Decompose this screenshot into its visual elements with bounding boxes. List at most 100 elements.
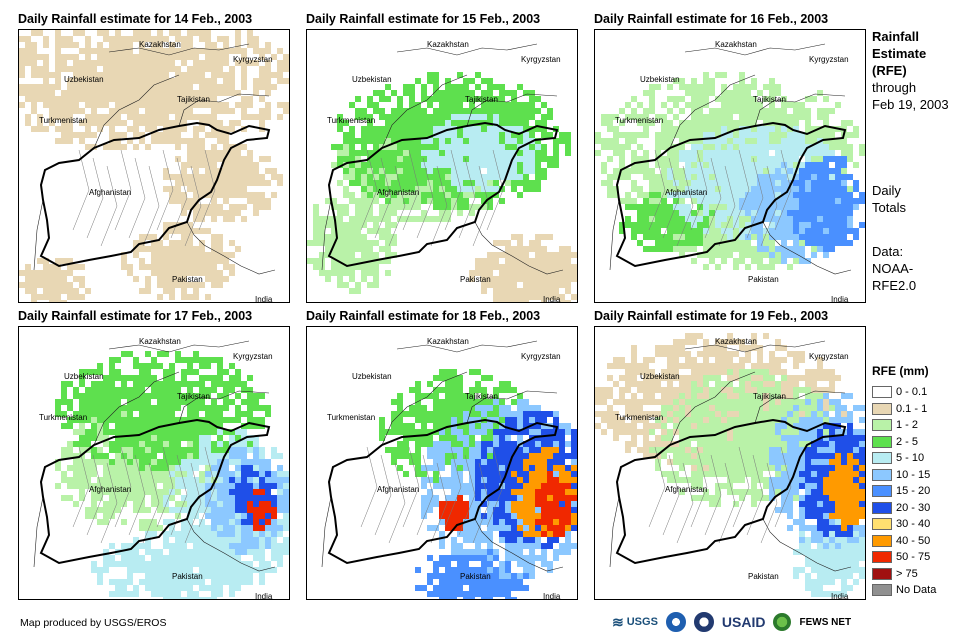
rainfall-cell — [415, 435, 421, 441]
rainfall-cell — [133, 423, 139, 429]
rainfall-cell — [169, 54, 175, 60]
rainfall-cell — [667, 84, 673, 90]
panel-16-feb: Daily Rainfall estimate for 16 Feb., 200… — [594, 12, 866, 304]
rainfall-cell — [127, 270, 133, 276]
rainfall-cell — [235, 90, 241, 96]
rainfall-cell — [679, 192, 685, 198]
rainfall-cell — [127, 471, 133, 477]
rainfall-cell — [79, 459, 85, 465]
rainfall-cell — [493, 276, 499, 282]
rainfall-cell — [241, 483, 247, 489]
rainfall-cell — [163, 288, 169, 294]
rainfall-cell — [151, 114, 157, 120]
rainfall-cell — [79, 60, 85, 66]
rainfall-cell — [49, 294, 55, 300]
rainfall-cell — [445, 90, 451, 96]
rainfall-cell — [421, 483, 427, 489]
rainfall-cell — [445, 591, 451, 597]
rainfall-cell — [55, 78, 61, 84]
rainfall-cell — [733, 204, 739, 210]
rainfall-cell — [559, 138, 565, 144]
rainfall-cell — [187, 246, 193, 252]
rainfall-cell — [475, 567, 481, 573]
rainfall-cell — [181, 585, 187, 591]
rainfall-cell — [37, 84, 43, 90]
country-label-kazakhstan: Kazakhstan — [427, 337, 469, 346]
rainfall-cell — [433, 186, 439, 192]
rainfall-cell — [475, 573, 481, 579]
rainfall-cell — [163, 507, 169, 513]
rainfall-cell — [193, 573, 199, 579]
rainfall-cell — [481, 132, 487, 138]
rainfall-cell — [139, 48, 145, 54]
rainfall-cell — [817, 174, 823, 180]
rainfall-cell — [565, 465, 571, 471]
rainfall-cell — [781, 174, 787, 180]
rainfall-cell — [97, 483, 103, 489]
rainfall-cell — [205, 549, 211, 555]
rainfall-cell — [187, 549, 193, 555]
rainfall-cell — [163, 78, 169, 84]
rainfall-cell — [505, 120, 511, 126]
rainfall-cell — [499, 96, 505, 102]
rainfall-cell — [523, 120, 529, 126]
rainfall-cell — [385, 198, 391, 204]
rainfall-cell — [181, 54, 187, 60]
rainfall-cell — [133, 507, 139, 513]
rainfall-cell — [421, 495, 427, 501]
rainfall-cell — [385, 240, 391, 246]
rainfall-cell — [439, 591, 445, 597]
rainfall-cell — [535, 477, 541, 483]
rainfall-cell — [169, 96, 175, 102]
rainfall-cell — [73, 72, 79, 78]
rainfall-cell — [487, 573, 493, 579]
rainfall-cell — [529, 114, 535, 120]
rainfall-cell — [169, 369, 175, 375]
rainfall-cell — [403, 192, 409, 198]
rainfall-cell — [619, 357, 625, 363]
rainfall-cell — [835, 102, 841, 108]
rainfall-cell — [61, 453, 67, 459]
rainfall-cell — [421, 405, 427, 411]
province-border — [486, 149, 504, 231]
rainfall-cell — [709, 192, 715, 198]
rainfall-cell — [733, 228, 739, 234]
rainfall-cell — [409, 84, 415, 90]
rainfall-cell — [541, 453, 547, 459]
rainfall-cell — [253, 471, 259, 477]
rainfall-cell — [739, 96, 745, 102]
rainfall-cell — [367, 150, 373, 156]
rainfall-cell — [427, 411, 433, 417]
rainfall-cell — [193, 228, 199, 234]
rainfall-cell — [193, 288, 199, 294]
rainfall-cell — [505, 180, 511, 186]
rainfall-cell — [247, 519, 253, 525]
rainfall-cell — [391, 114, 397, 120]
rainfall-cell — [463, 162, 469, 168]
rainfall-cell — [745, 150, 751, 156]
rainfall-cell — [217, 234, 223, 240]
rainfall-cell — [457, 156, 463, 162]
rainfall-cell — [751, 192, 757, 198]
rainfall-cell — [463, 126, 469, 132]
rainfall-cell — [343, 210, 349, 216]
rainfall-cell — [415, 453, 421, 459]
rainfall-cell — [139, 264, 145, 270]
rainfall-cell — [121, 132, 127, 138]
rainfall-cell — [787, 234, 793, 240]
rainfall-cell — [715, 204, 721, 210]
rainfall-cell — [469, 567, 475, 573]
rainfall-cell — [463, 204, 469, 210]
rainfall-cell — [181, 84, 187, 90]
rainfall-cell — [781, 180, 787, 186]
country-label-kyrgyzstan: Kyrgyzstan — [233, 55, 273, 64]
rainfall-cell — [223, 555, 229, 561]
rainfall-cell — [667, 363, 673, 369]
rainfall-cell — [829, 204, 835, 210]
rainfall-cell — [139, 465, 145, 471]
rainfall-cell — [433, 180, 439, 186]
rainfall-cell — [505, 477, 511, 483]
rainfall-cell — [145, 519, 151, 525]
rainfall-cell — [61, 36, 67, 42]
rainfall-cell — [67, 126, 73, 132]
